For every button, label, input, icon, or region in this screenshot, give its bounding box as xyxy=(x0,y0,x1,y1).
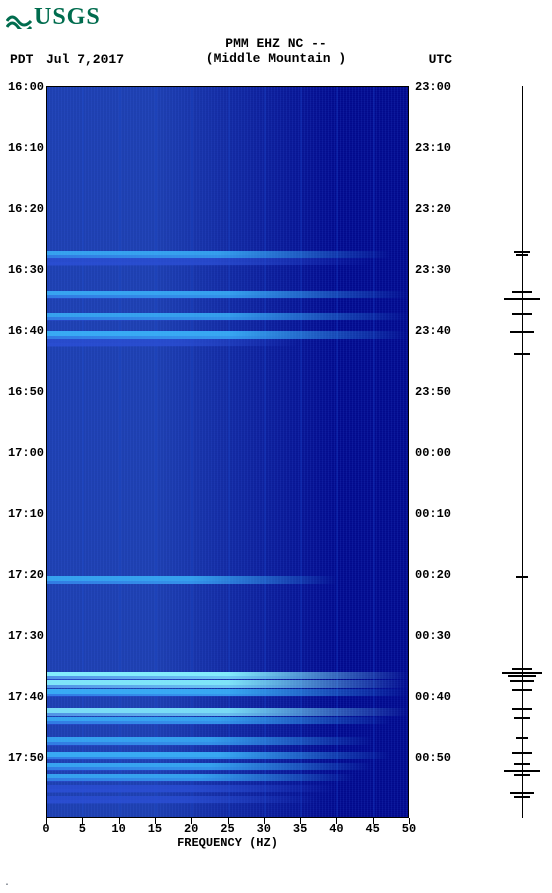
spectral-band xyxy=(46,295,409,299)
y-tick-left: 17:50 xyxy=(2,751,44,765)
spectral-band xyxy=(46,713,409,717)
spectrogram-bands xyxy=(46,86,409,818)
spectral-band xyxy=(46,721,409,725)
amplitude-tick xyxy=(522,328,523,336)
x-tick-label: 0 xyxy=(42,822,49,836)
spectral-band xyxy=(46,767,409,771)
x-tick-label: 45 xyxy=(365,822,379,836)
x-tick-label: 5 xyxy=(79,822,86,836)
x-axis-title: FREQUENCY (HZ) xyxy=(46,836,409,850)
spectral-band xyxy=(46,685,409,689)
spectral-band xyxy=(46,757,409,761)
y-tick-right: 23:50 xyxy=(415,385,451,399)
spectral-band xyxy=(46,800,409,804)
x-tick-label: 15 xyxy=(148,822,162,836)
x-tick-label: 40 xyxy=(329,822,343,836)
y-tick-right: 00:40 xyxy=(415,690,451,704)
y-tick-right: 00:00 xyxy=(415,446,451,460)
y-tick-left: 16:10 xyxy=(2,141,44,155)
y-tick-left: 16:40 xyxy=(2,324,44,338)
tz-right-label: UTC xyxy=(429,52,452,67)
amplitude-column xyxy=(502,86,542,818)
spectral-band xyxy=(46,778,409,782)
spectral-band xyxy=(46,262,409,266)
amplitude-tick xyxy=(522,771,523,779)
spectral-band xyxy=(46,343,409,347)
y-tick-left: 16:00 xyxy=(2,80,44,94)
spectral-band xyxy=(46,742,409,746)
x-tick-label: 50 xyxy=(402,822,416,836)
amplitude-tick xyxy=(522,749,523,757)
y-tick-right: 23:40 xyxy=(415,324,451,338)
amplitude-tick xyxy=(522,714,523,722)
spectral-band xyxy=(46,676,409,680)
y-tick-left: 17:10 xyxy=(2,507,44,521)
x-tick-label: 10 xyxy=(111,822,125,836)
y-tick-left: 17:20 xyxy=(2,568,44,582)
y-tick-left: 17:00 xyxy=(2,446,44,460)
amplitude-tick xyxy=(522,793,523,801)
y-tick-left: 17:40 xyxy=(2,690,44,704)
x-tick-label: 20 xyxy=(184,822,198,836)
y-tick-left: 16:20 xyxy=(2,202,44,216)
station-line: PMM EHZ NC -- xyxy=(0,36,552,51)
logo-text: USGS xyxy=(34,4,101,31)
spectrogram-plot xyxy=(46,86,409,818)
tz-left-label: PDT xyxy=(10,52,33,67)
page-root: USGS PMM EHZ NC -- (Middle Mountain ) PD… xyxy=(0,0,552,893)
y-tick-left: 16:50 xyxy=(2,385,44,399)
y-tick-right: 23:00 xyxy=(415,80,451,94)
footer-mark: . xyxy=(4,878,10,889)
spectral-band xyxy=(46,789,409,793)
y-tick-right: 23:30 xyxy=(415,263,451,277)
y-tick-right: 00:30 xyxy=(415,629,451,643)
amplitude-tick xyxy=(522,350,523,358)
y-tick-left: 16:30 xyxy=(2,263,44,277)
usgs-logo: USGS xyxy=(6,4,101,31)
x-tick-label: 25 xyxy=(220,822,234,836)
x-tick-label: 35 xyxy=(293,822,307,836)
wave-icon xyxy=(6,7,32,29)
y-tick-right: 00:20 xyxy=(415,568,451,582)
amplitude-tick xyxy=(522,734,523,742)
x-tick-label: 30 xyxy=(257,822,271,836)
amplitude-tick xyxy=(522,295,523,303)
y-tick-right: 00:10 xyxy=(415,507,451,521)
amplitude-tick xyxy=(522,705,523,713)
spectral-band xyxy=(46,317,409,321)
spectral-band xyxy=(46,581,409,585)
y-tick-right: 23:20 xyxy=(415,202,451,216)
amplitude-tick xyxy=(522,573,523,581)
y-tick-left: 17:30 xyxy=(2,629,44,643)
y-tick-right: 23:10 xyxy=(415,141,451,155)
spectral-band xyxy=(46,694,409,698)
date-label: Jul 7,2017 xyxy=(46,52,124,67)
amplitude-tick xyxy=(522,686,523,694)
amplitude-tick xyxy=(522,251,523,259)
amplitude-tick xyxy=(522,677,523,685)
y-tick-right: 00:50 xyxy=(415,751,451,765)
amplitude-tick xyxy=(522,310,523,318)
